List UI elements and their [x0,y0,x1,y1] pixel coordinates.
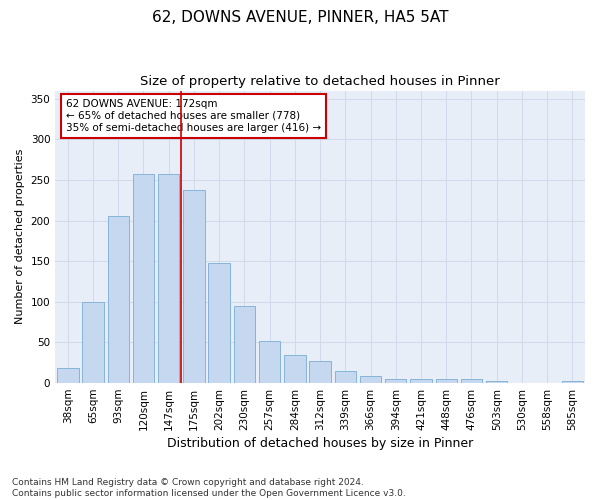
Bar [461,379,482,383]
Y-axis label: Number of detached properties: Number of detached properties [15,149,25,324]
Bar [486,382,508,383]
Text: 62, DOWNS AVENUE, PINNER, HA5 5AT: 62, DOWNS AVENUE, PINNER, HA5 5AT [152,10,448,25]
Bar [158,174,179,383]
Bar [562,380,583,383]
Text: Contains HM Land Registry data © Crown copyright and database right 2024.
Contai: Contains HM Land Registry data © Crown c… [12,478,406,498]
Bar [335,371,356,383]
X-axis label: Distribution of detached houses by size in Pinner: Distribution of detached houses by size … [167,437,473,450]
Bar [360,376,381,383]
Bar [284,354,305,383]
Bar [436,379,457,383]
Bar [57,368,79,383]
Bar [310,361,331,383]
Bar [183,190,205,383]
Bar [410,379,432,383]
Bar [133,174,154,383]
Bar [107,216,129,383]
Bar [259,341,280,383]
Title: Size of property relative to detached houses in Pinner: Size of property relative to detached ho… [140,75,500,88]
Text: 62 DOWNS AVENUE: 172sqm
← 65% of detached houses are smaller (778)
35% of semi-d: 62 DOWNS AVENUE: 172sqm ← 65% of detache… [66,100,321,132]
Bar [82,302,104,383]
Bar [208,263,230,383]
Bar [233,306,255,383]
Bar [385,379,406,383]
